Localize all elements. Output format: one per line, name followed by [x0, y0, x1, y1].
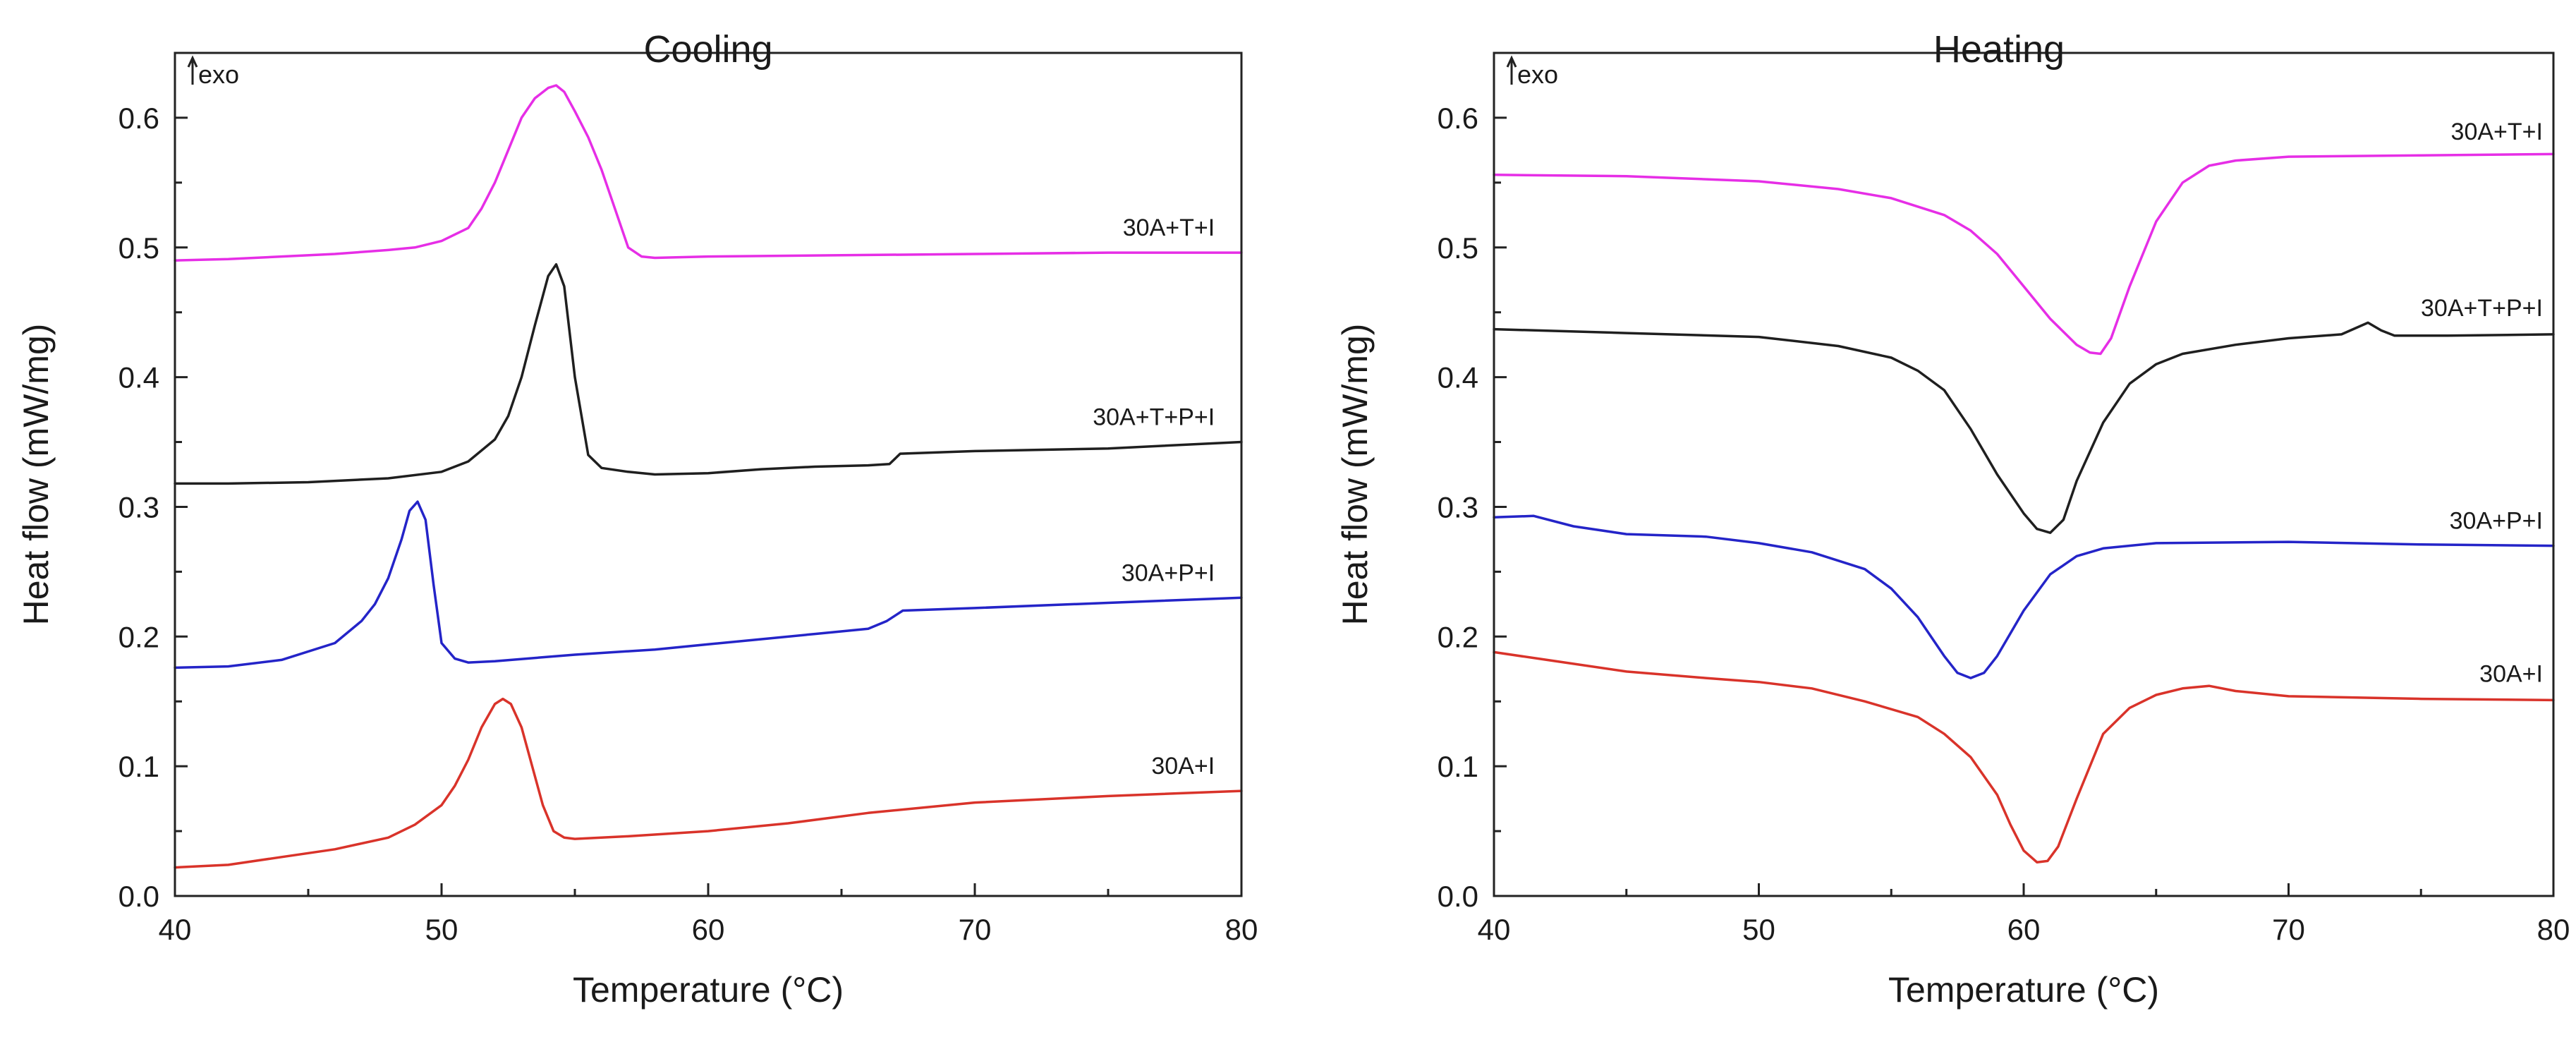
y-tick-label: 0.2: [1438, 620, 1478, 653]
y-tick-label: 0.1: [1438, 750, 1478, 783]
y-tick-label: 0.3: [119, 490, 159, 523]
x-tick-label: 60: [2007, 913, 2041, 946]
exo-arrowhead-icon: [1506, 55, 1517, 68]
series-line-30A+P+I: [174, 500, 1243, 670]
x-axis-title: Temperature (°C): [1888, 970, 2159, 1010]
x-axis-title: Temperature (°C): [573, 970, 844, 1010]
series-label: 30A+T+P+I: [2421, 295, 2543, 322]
y-tick-label: 0.0: [1438, 880, 1478, 913]
cooling-panel: 40 50 60 70 80 0.0 0.1 0.2 0.3 0.4 0.5 0.6 Cooling Te…: [16, 28, 1258, 1010]
y-tick-label: 0.4: [1438, 361, 1478, 394]
exo-label: exo: [198, 60, 239, 89]
y-axis-title: Heat flow (mW/mg): [16, 324, 56, 626]
heating-panel: 40 50 60 70 80 0.0 0.1 0.2 0.3 0.4 0.5 0.6 Heating Te…: [1335, 28, 2570, 1010]
plot-frame: [174, 52, 1243, 897]
series-label: 30A+P+I: [2450, 508, 2543, 535]
y-axis-title: Heat flow (mW/mg): [1335, 324, 1375, 626]
exo-arrowhead-icon: [187, 55, 198, 68]
exo-label: exo: [1517, 60, 1558, 89]
x-tick-label: 50: [425, 913, 458, 946]
y-tick-label: 0.6: [119, 102, 159, 135]
series-line-30A+T+P+I: [1493, 321, 2555, 534]
series-line-30A+P+I: [1493, 514, 2555, 679]
y-tick-label: 0.0: [119, 880, 159, 913]
series-line-30A+T+I: [174, 84, 1243, 262]
x-tick-label: 80: [1225, 913, 1258, 946]
x-tick-label: 40: [1478, 913, 1511, 946]
series-line-30A+I: [1493, 650, 2555, 864]
y-tick-label: 0.6: [1438, 102, 1478, 135]
y-tick-label: 0.4: [119, 361, 159, 394]
x-tick-label: 60: [692, 913, 725, 946]
y-tick-label: 0.1: [119, 750, 159, 783]
y-tick-label: 0.2: [119, 620, 159, 653]
series-label: 30A+T+P+I: [1093, 404, 1215, 431]
series-label: 30A+T+I: [2451, 119, 2543, 145]
series-line-30A+T+I: [1493, 152, 2555, 356]
series-label: 30A+P+I: [1122, 559, 1215, 586]
y-tick-label: 0.5: [1438, 231, 1478, 265]
series-label: 30A+I: [2479, 661, 2543, 688]
plot-frame: [1493, 52, 2555, 897]
series-line-30A+T+P+I: [174, 262, 1243, 485]
x-tick-label: 50: [1742, 913, 1775, 946]
y-tick-label: 0.3: [1438, 490, 1478, 523]
x-tick-label: 70: [2272, 913, 2305, 946]
panel-title: Cooling: [643, 28, 772, 71]
panel-title: Heating: [1933, 28, 2065, 71]
x-tick-label: 40: [159, 913, 192, 946]
series-label: 30A+T+I: [1123, 214, 1215, 241]
series-line-30A+I: [174, 697, 1243, 869]
y-tick-label: 0.5: [119, 231, 159, 265]
x-tick-label: 80: [2537, 913, 2570, 946]
x-tick-label: 70: [959, 913, 992, 946]
series-label: 30A+I: [1151, 753, 1215, 780]
